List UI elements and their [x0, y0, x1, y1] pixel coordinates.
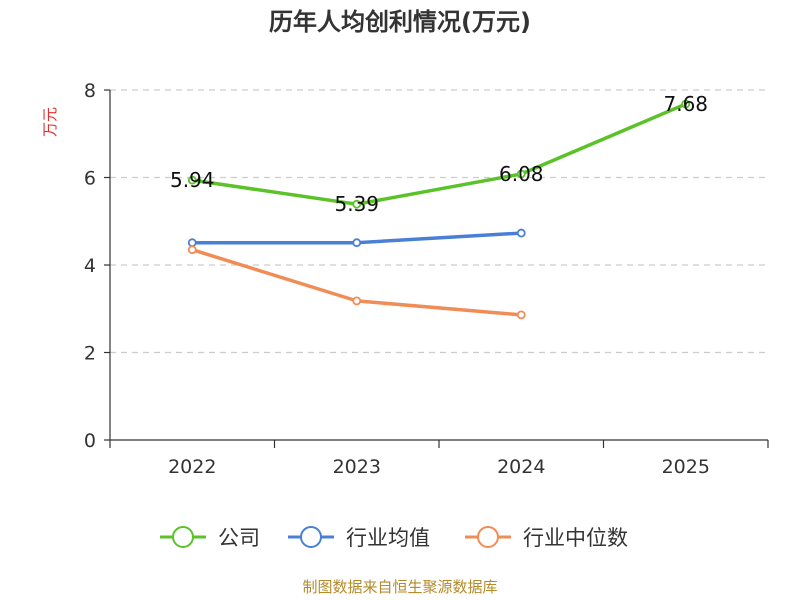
data-label: 7.68: [663, 92, 708, 116]
data-point: [352, 238, 362, 248]
axes: 0 2 4 6 8 2022 2023 2024 2025: [84, 80, 769, 478]
legend-item-1[interactable]: 行业均值: [288, 526, 430, 550]
data-label: 5.94: [170, 168, 215, 192]
y-tick-label: 0: [84, 430, 96, 452]
data-point: [352, 296, 362, 306]
series-layer: [187, 99, 691, 320]
data-point: [187, 175, 197, 185]
data-point: [187, 245, 197, 255]
x-tick-label: 2023: [333, 456, 381, 478]
data-point: [352, 199, 362, 209]
series-line-0: [191, 102, 687, 206]
data-point: [516, 310, 526, 320]
legend-label: 行业中位数: [523, 526, 628, 550]
legend-marker: [172, 526, 194, 548]
grid: [110, 89, 768, 354]
source-note: 制图数据来自恒生聚源数据库: [302, 578, 497, 596]
y-tick-label: 8: [84, 80, 96, 102]
x-tick-label: 2025: [662, 456, 710, 478]
x-tick-label: 2024: [497, 456, 545, 478]
data-point: [516, 169, 526, 179]
legend-label: 公司: [218, 526, 260, 550]
legend[interactable]: 公司 行业均值 行业中位数: [160, 526, 628, 550]
data-point: [187, 238, 197, 248]
chart-title: 历年人均创利情况(万元): [269, 8, 531, 36]
legend-marker: [300, 526, 322, 548]
y-axis-label: 万元: [41, 107, 59, 137]
y-tick-label: 4: [84, 255, 96, 277]
data-point: [516, 228, 526, 238]
x-tick-label: 2022: [168, 456, 216, 478]
data-labels: 5.94 5.39 6.08 7.68: [170, 92, 708, 216]
legend-item-2[interactable]: 行业中位数: [465, 526, 628, 550]
legend-marker: [477, 526, 499, 548]
legend-label: 行业均值: [346, 526, 430, 550]
y-tick-label: 6: [84, 168, 96, 190]
data-label: 5.39: [334, 192, 379, 216]
y-tick-label: 2: [84, 343, 96, 365]
legend-item-0[interactable]: 公司: [160, 526, 260, 550]
data-point: [681, 99, 691, 109]
data-label: 6.08: [499, 162, 544, 186]
